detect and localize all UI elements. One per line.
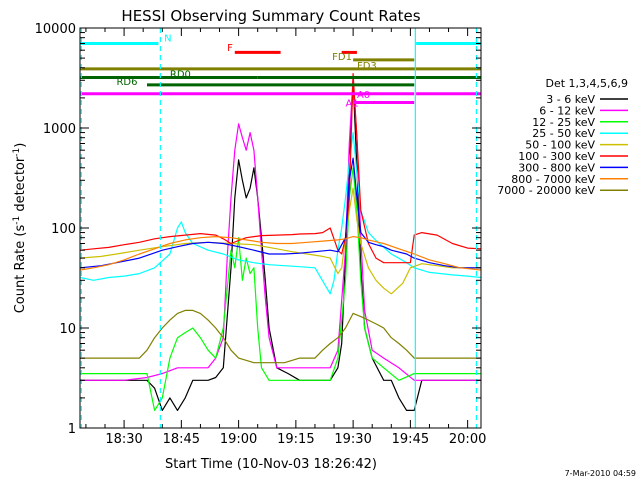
flag-label-a0: A0 [357, 90, 370, 101]
legend-label-12-25-kev: 12 - 25 keV [532, 116, 595, 129]
y-axis-label-end: ) [13, 143, 28, 148]
legend-label-25-50-kev: 25 - 50 keV [532, 127, 595, 140]
timestamp: 7-Mar-2010 04:59 [565, 469, 636, 478]
series-line-12-25-kev [80, 167, 481, 411]
flag-label-rd0: RD0 [170, 69, 191, 80]
flag-label-rd6: RD6 [116, 77, 137, 88]
y-axis-label-sup1: -1 [12, 216, 22, 225]
flag-label-n: N [164, 34, 171, 45]
flag-label-f: F [227, 43, 233, 54]
y-tick-label: 10 [59, 322, 76, 337]
x-axis-label: Start Time (10-Nov-03 18:26:42) [165, 457, 377, 472]
legend-header: Det 1,3,4,5,6,9 [545, 77, 628, 90]
legend-label-6-12-kev: 6 - 12 keV [539, 104, 595, 117]
legend-label-7000-20000-kev: 7000 - 20000 keV [497, 184, 595, 197]
x-tick-label: 19:00 [220, 432, 257, 447]
flag-label-fd1: FD1 [332, 52, 352, 63]
flag-label-fd3: FD3 [357, 61, 377, 72]
legend-label-3-6-kev: 3 - 6 keV [546, 93, 595, 106]
x-tick-label: 18:30 [105, 432, 142, 447]
series-line-3-6-kev [80, 79, 481, 411]
y-tick-label: 1000 [43, 122, 76, 137]
series-line-50-100-kev [80, 187, 481, 295]
series-line-6-12-kev [80, 76, 481, 381]
chart-title: HESSI Observing Summary Count Rates [121, 7, 420, 25]
series-line-100-300-kev [80, 72, 482, 264]
flag-label-a1: A1 [345, 98, 358, 109]
y-tick-label: 10000 [35, 22, 76, 37]
x-tick-label: 19:30 [334, 432, 371, 447]
y-axis-label-sup2: -1 [12, 148, 22, 157]
x-axis: 18:30 18:45 19:00 19:15 19:30 19:45 20:00 [85, 28, 486, 447]
x-tick-label: 19:15 [277, 432, 314, 447]
legend-label-300-800-kev: 300 - 800 keV [518, 161, 595, 174]
series-line-800-7000-kev [80, 236, 482, 271]
series-line-25-50-kev [80, 132, 482, 295]
y-axis-label-mid: detector [13, 156, 28, 216]
series-layer [80, 72, 482, 411]
x-tick-label: 19:45 [392, 432, 429, 447]
y-tick-label: 100 [51, 222, 76, 237]
series-line-300-800-kev [80, 157, 481, 269]
legend-label-800-7000-kev: 800 - 7000 keV [511, 173, 595, 186]
x-tick-label: 20:00 [449, 432, 486, 447]
legend-label-100-300-kev: 100 - 300 keV [518, 150, 595, 163]
y-axis-label: Count Rate (s-1 detector-1) [12, 143, 28, 314]
legend-label-50-100-kev: 50 - 100 keV [525, 139, 595, 152]
series-line-7000-20000-kev [80, 309, 481, 364]
y-axis: 1 10 100 1000 10000 [35, 22, 481, 437]
x-tick-label: 18:45 [163, 432, 200, 447]
y-axis-label-main: Count Rate (s [13, 225, 28, 314]
y-tick-label: 1 [68, 422, 76, 437]
